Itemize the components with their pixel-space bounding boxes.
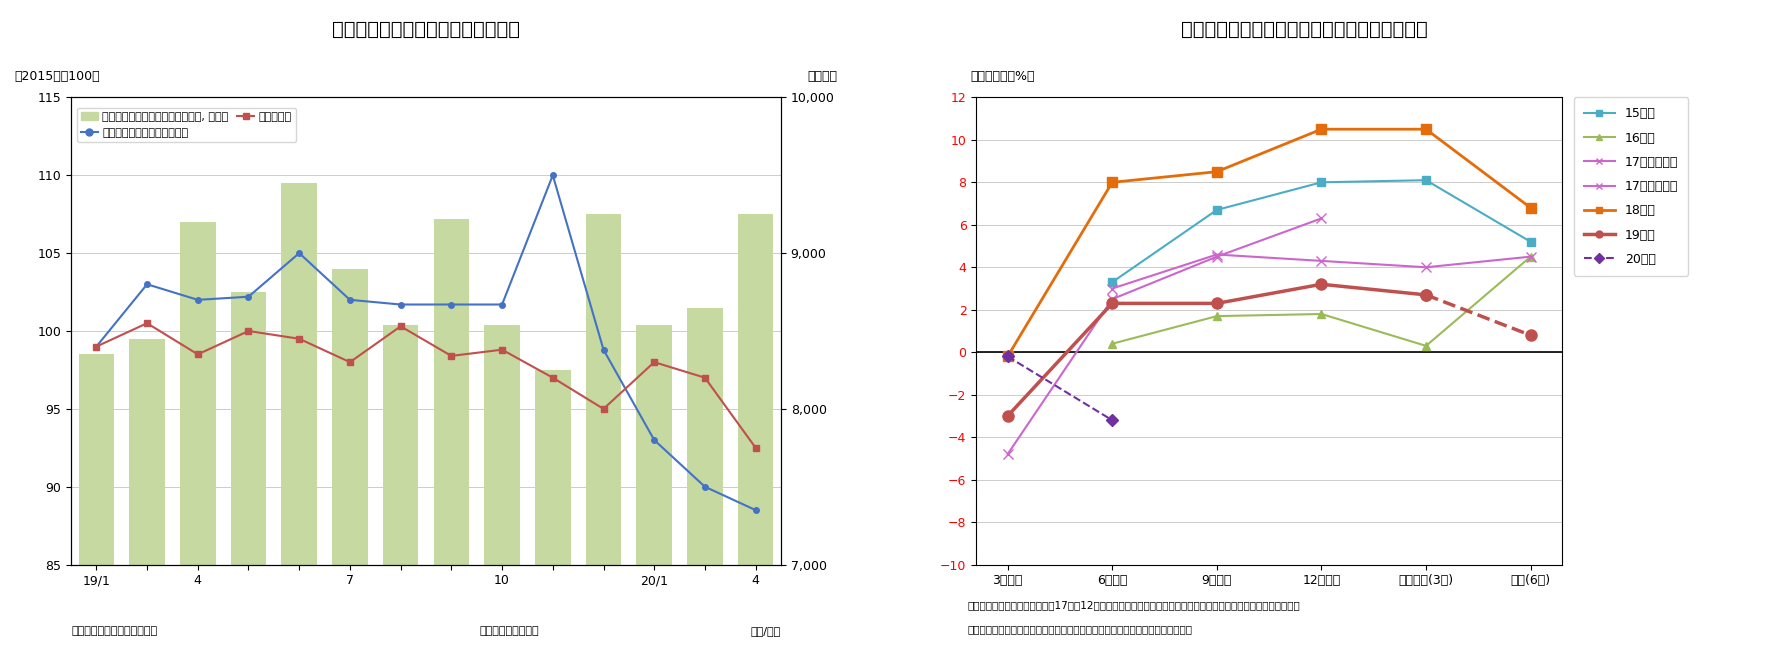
Text: （注）リース会計対応ベース　17年度12月調査は新旧併記、その後は新ベース（対象見直し後）、点線は今回予測: （注）リース会計対応ベース 17年度12月調査は新旧併記、その後は新ベース（対象… (967, 600, 1299, 610)
Bar (637, 324, 673, 649)
Text: （図表６）設備投資関連指標の動向: （図表６）設備投資関連指標の動向 (332, 19, 520, 38)
Bar (586, 214, 621, 649)
Bar (282, 183, 318, 649)
Bar (738, 214, 774, 649)
Text: （対前年比、%）: （対前年比、%） (971, 70, 1035, 83)
Bar (231, 292, 266, 649)
Bar (433, 219, 469, 649)
Bar (485, 324, 520, 649)
Bar (534, 370, 570, 649)
Legend: 機械受注（船舘・電力を除く民需, 右軸）, 資本財出荷（除．輸送機械）, 建設財出荷: 機械受注（船舘・電力を除く民需, 右軸）, 資本財出荷（除．輸送機械）, 建設財… (76, 108, 296, 142)
Bar (179, 222, 215, 649)
Bar (78, 354, 114, 649)
Text: （年/月）: （年/月） (751, 626, 781, 636)
Text: （資料）日本銀行「全国企業短期経済観測調査」、予測値はニッセイ基礎研究所: （資料）日本銀行「全国企業短期経済観測調査」、予測値はニッセイ基礎研究所 (967, 624, 1193, 634)
Bar (383, 324, 419, 649)
Bar (130, 339, 165, 649)
Text: （注）季節調整済み: （注）季節調整済み (479, 626, 540, 636)
Bar (332, 269, 367, 649)
Text: （2015年＝100）: （2015年＝100） (14, 70, 99, 83)
Legend: 15年度, 16年度, 17年度（旧）, 17年度（新）, 18年度, 19年度, 20年度: 15年度, 16年度, 17年度（旧）, 17年度（新）, 18年度, 19年度… (1574, 97, 1688, 276)
Text: （億円）: （億円） (808, 70, 838, 83)
Text: （図表７）設備投資計画推移（全規模全産業）: （図表７）設備投資計画推移（全規模全産業） (1180, 19, 1429, 38)
Bar (687, 308, 722, 649)
Text: （資料）経済産業省、内閣府: （資料）経済産業省、内閣府 (71, 626, 158, 636)
